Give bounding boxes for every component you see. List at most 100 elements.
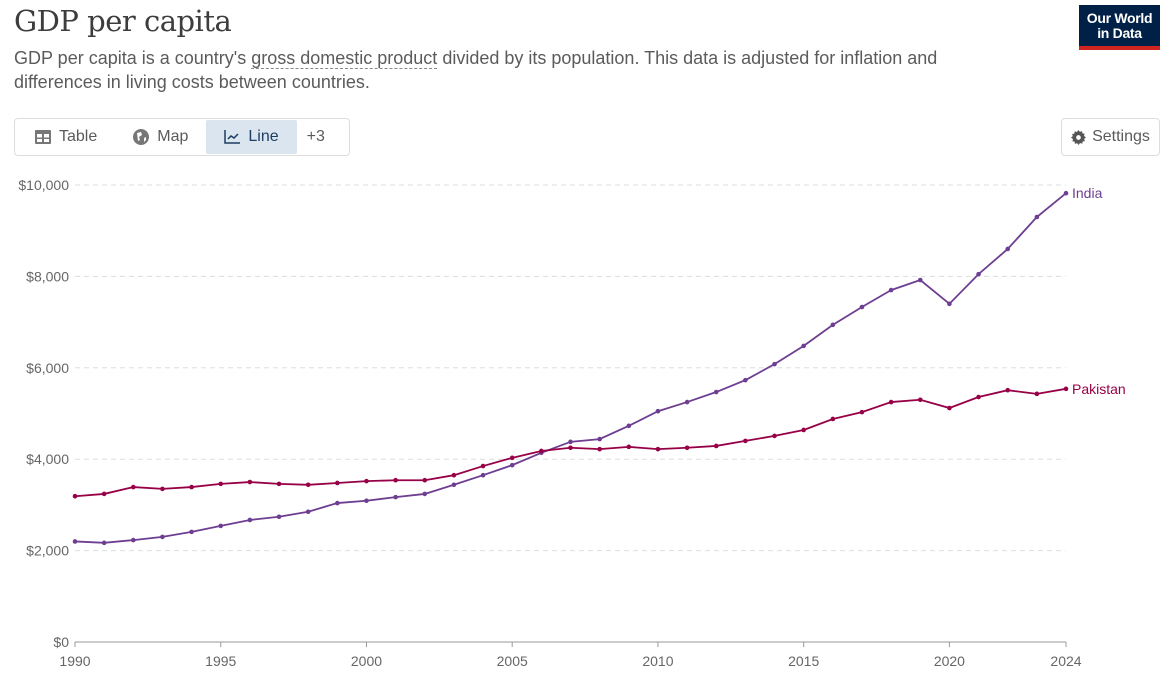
y-tick-label: $2,000 [26,543,69,559]
data-point [247,479,253,485]
series-label: India [1072,185,1103,201]
x-tick-label: 1995 [205,653,236,669]
data-point [189,484,194,490]
data-point [1034,391,1040,397]
data-point [888,399,894,405]
y-tick-label: $6,000 [26,360,69,376]
y-tick-label: $10,000 [18,177,69,193]
y-tick-label: $8,000 [26,268,69,284]
data-point [101,491,107,497]
tab-more[interactable]: +3 [306,128,325,145]
data-point [976,271,981,277]
subtitle-text: divided by its population. This data is … [14,48,938,92]
gear-icon [1071,129,1087,145]
settings-label: Settings [1092,128,1150,145]
tab-label: Map [157,128,189,145]
chart-subtitle: GDP per capita is a country's gross dome… [14,46,1014,94]
data-point [160,534,165,540]
data-point [335,480,340,486]
data-point [888,287,894,293]
x-tick-label: 2024 [1050,653,1081,669]
data-point [276,481,282,487]
data-point [422,491,428,497]
data-point [830,416,836,422]
data-point [101,540,107,546]
data-point [451,482,457,488]
data-point [713,443,719,449]
data-point [626,423,632,429]
tab-label: Line [248,128,279,145]
data-point [859,409,865,415]
page-title: GDP per capita [14,4,232,38]
data-point [1063,386,1069,392]
data-point [218,523,224,529]
x-tick-label: 2000 [351,653,382,669]
data-point [684,445,690,451]
settings-button[interactable]: Settings [1061,118,1160,156]
data-point [480,472,486,478]
data-point [743,377,748,383]
data-point [1005,246,1011,252]
data-point [130,537,136,543]
x-tick-label: 1990 [59,653,90,669]
tab-line[interactable]: Line [206,120,297,154]
data-point [801,343,806,349]
data-point [160,486,165,492]
gdp-definition-link[interactable]: gross domestic product [251,48,438,69]
data-point [364,478,369,484]
data-point [509,462,515,468]
data-point [305,509,311,515]
tab-map[interactable]: Map [115,120,206,154]
data-point [568,439,573,445]
data-point [772,433,777,439]
data-point [1005,387,1011,393]
data-point [72,493,78,499]
data-point [364,498,369,504]
data-point [597,446,602,452]
subtitle-text: GDP per capita is a country's [14,48,252,68]
data-point [626,444,632,450]
tab-table[interactable]: Table [17,120,115,154]
data-point [247,517,253,523]
data-point [655,446,661,452]
data-point [655,408,661,414]
x-tick-label: 2010 [642,653,673,669]
data-point [801,427,806,433]
data-point [947,405,952,411]
data-point [218,481,224,487]
globe-icon [133,129,150,145]
data-point [276,514,282,520]
data-point [393,477,398,483]
owid-logo[interactable]: Our World in Data [1079,5,1160,50]
data-point [509,455,515,461]
data-point [130,484,136,490]
data-point [422,477,428,483]
table-icon [35,130,51,144]
view-tabs: Table Map Line +3 [14,118,350,156]
data-point [1034,214,1040,220]
data-point [743,438,748,444]
data-point [597,436,602,442]
x-tick-label: 2005 [497,653,528,669]
data-point [976,394,981,400]
data-point [393,494,398,500]
data-point [830,322,836,328]
data-point [72,539,78,544]
data-point [947,301,952,307]
x-tick-label: 2020 [934,653,965,669]
data-point [917,277,923,283]
line-chart-icon [224,130,241,144]
data-point [859,304,865,310]
x-tick-label: 2015 [788,653,819,669]
data-point [568,445,573,451]
data-point [480,463,486,469]
tab-label: Table [59,128,98,145]
data-point [772,361,777,367]
data-point [713,389,719,395]
data-point [305,482,311,488]
data-point [917,397,923,403]
data-point [1063,190,1069,196]
data-point [189,529,194,535]
data-point [539,448,544,454]
